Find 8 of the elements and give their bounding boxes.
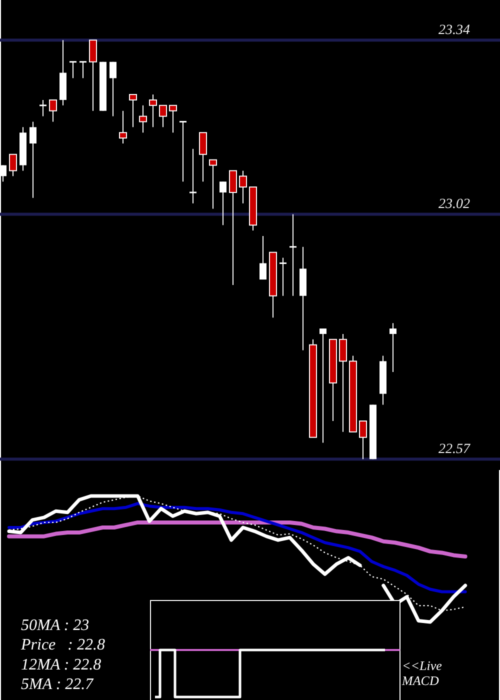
text: 12MA : 22.8 — [21, 656, 102, 674]
y-tick-label: 23.34 — [438, 23, 470, 38]
y-tick-label: 23.02 — [438, 197, 470, 212]
text: 5MA : 22.7 — [21, 676, 94, 694]
y-tick-label: 22.57 — [438, 442, 471, 458]
text: Price : 22.8 — [20, 636, 105, 654]
text: <<Live MACD — [401, 658, 442, 688]
annotation: 50MA : 23 — [21, 617, 90, 634]
